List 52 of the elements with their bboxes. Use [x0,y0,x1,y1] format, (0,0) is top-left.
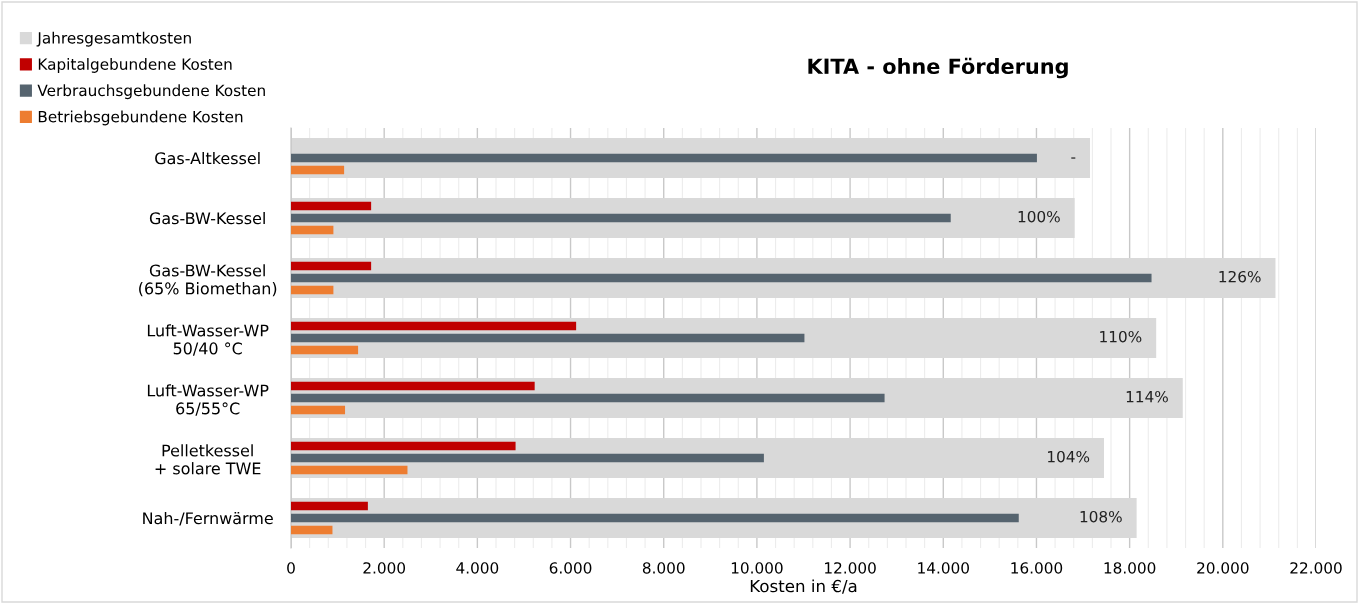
x-tick-label: 4.000 [456,562,499,574]
x-tick-label: 6.000 [549,562,592,574]
x-tick-label: 22.000 [1290,562,1342,574]
bar [291,201,372,211]
bar [291,165,345,175]
bar [291,321,577,331]
bar [291,273,1152,283]
y-tick-label: Luft-Wasser-WP 50/40 °C [147,324,269,356]
x-axis-title: Kosten in €/a [750,579,857,594]
y-tick-label: Luft-Wasser-WP 65/55°C [147,384,269,416]
y-tick-label: Gas-Altkessel [155,151,260,165]
y-tick-label: Pelletkessel + solare TWE [155,444,261,475]
x-tick-label: 16.000 [1011,562,1063,574]
x-tick-label: 12.000 [825,562,876,574]
bar [291,153,1037,163]
bar [291,513,1019,523]
bar [291,285,334,295]
bar [291,525,333,535]
annotation: 108% [1080,510,1122,523]
bar [291,453,764,463]
x-tick-label: 2.000 [363,562,406,574]
annotation: 110% [1100,330,1142,343]
bar [291,501,368,511]
bar [291,333,805,343]
x-tick-label: 14.000 [918,562,969,574]
bar [291,441,516,451]
annotation: 114% [1126,390,1168,403]
chart-title: KITA - ohne Förderung [808,57,1068,79]
x-tick-label: 20.000 [1197,562,1249,574]
y-tick-label: Gas-BW-Kessel [149,211,265,225]
legend-label: Betriebsgebundene Kosten [38,110,243,126]
x-tick-label: 8.000 [642,562,685,574]
legend-label: Jahresgesamtkosten [36,31,191,47]
legend-label: Kapitalgebundene Kosten [38,58,232,73]
x-tick-label: 0 [287,562,295,574]
bar [291,213,951,223]
bar [291,345,359,355]
y-tick-label: Nah-/Fernwärme [143,511,273,526]
x-tick-label: 10.000 [731,562,783,574]
bar [291,465,408,475]
annotation: 104% [1048,450,1090,463]
annotation: 126% [1219,270,1261,283]
legend-label: Verbrauchsgebundene Kosten [37,84,265,100]
annotation: 100% [1018,210,1060,223]
bar [291,393,885,403]
bar [291,261,372,271]
x-tick-label: 18.000 [1104,562,1156,574]
bar [291,381,535,391]
bar [291,405,346,415]
y-tick-label: Gas-BW-Kessel (65% Biomethan) [139,264,277,297]
bar [291,225,334,235]
annotation: - [1071,157,1076,159]
